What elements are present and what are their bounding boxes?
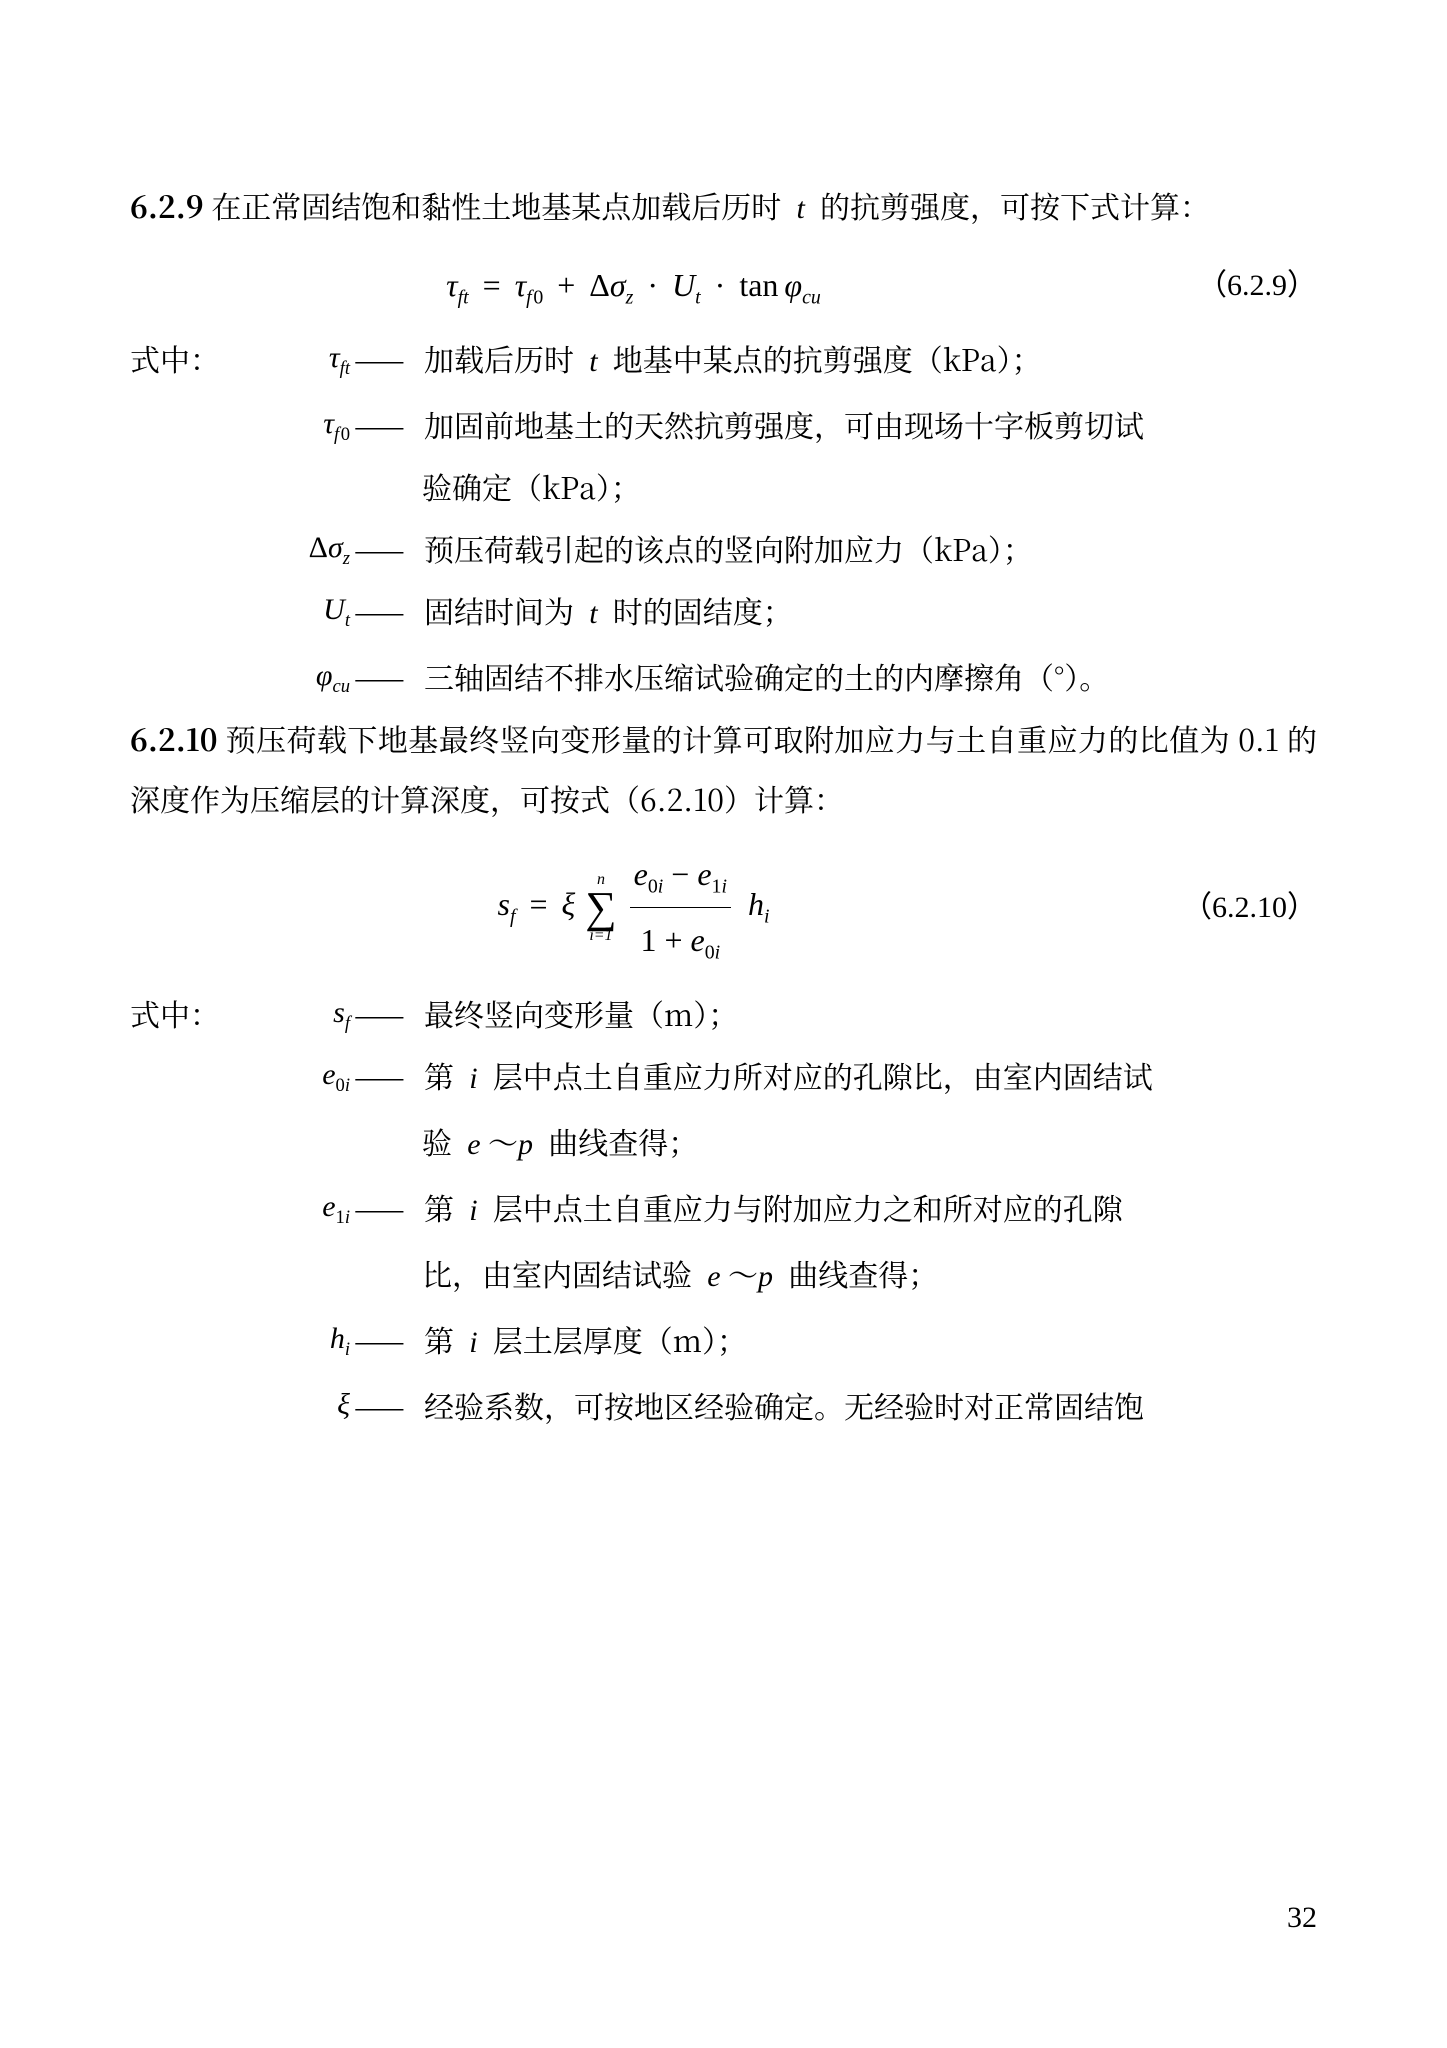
text: 预压荷载下地基最终竖向变形量的计算可取附加应力与土自重应力的比值为 0.1 的深…: [130, 716, 1317, 820]
def-e1i-cont: 比，由室内固结试验 e ～p 曲线查得；: [422, 1243, 1317, 1307]
where-block-629: 式中： τft —— 加载后历时 t 地基中某点的抗剪强度（kPa）； τf 0…: [130, 328, 1317, 706]
def-Ut: Ut —— 固结时间为 t 时的固结度；: [130, 580, 1317, 644]
dash: ——: [350, 518, 424, 578]
equation-6210-number: （6.2.10）: [1137, 878, 1317, 938]
para-6210-intro: 6.2.10 预压荷载下地基最终竖向变形量的计算可取附加应力与土自重应力的比值为…: [130, 708, 1317, 828]
def-delta-sigma-z: Δσz —— 预压荷载引起的该点的竖向附加应力（kPa）；: [130, 518, 1317, 578]
sym-delta-sigma-z: Δσz: [309, 518, 350, 578]
clause-num-629: 6.2.9: [130, 183, 204, 227]
def-phi-cu: φcu —— 三轴固结不排水压缩试验确定的土的内摩擦角（°）。: [130, 646, 1317, 706]
def-e1i: e1i —— 第 i 层中点土自重应力与附加应力之和所对应的孔隙: [130, 1177, 1317, 1241]
equation-629-body: τft = τf 0 + Δσz · Ut · tanφcu: [130, 253, 1137, 318]
dash: ——: [350, 1309, 424, 1369]
dash: ——: [350, 1045, 424, 1105]
equation-6210: sf = ξ n∑i=1 e0i − e1i 1 + e0i hi （6.2.1…: [130, 842, 1317, 973]
where-block-6210: 式中： sf —— 最终竖向变形量（m）； e0i —— 第 i 层中点土自重应…: [130, 983, 1317, 1435]
def-e0i: e0i —— 第 i 层中点土自重应力所对应的孔隙比，由室内固结试: [130, 1045, 1317, 1109]
sym-e1i: e1i: [322, 1177, 350, 1237]
def-hi: hi —— 第 i 层土层厚度（m）；: [130, 1309, 1317, 1373]
def-text: 第 i 层土层厚度（m）；: [424, 1309, 1317, 1373]
dash: ——: [350, 1177, 424, 1237]
def-text: 第 i 层中点土自重应力与附加应力之和所对应的孔隙: [424, 1177, 1317, 1241]
def-text: 三轴固结不排水压缩试验确定的土的内摩擦角（°）。: [424, 646, 1317, 706]
def-sf: 式中： sf —— 最终竖向变形量（m）；: [130, 983, 1317, 1043]
def-text: 最终竖向变形量（m）；: [424, 983, 1317, 1043]
clause-num-6210: 6.2.10: [130, 716, 218, 760]
def-text: 加载后历时 t 地基中某点的抗剪强度（kPa）；: [424, 328, 1317, 392]
equation-629: τft = τf 0 + Δσz · Ut · tanφcu （6.2.9）: [130, 253, 1317, 318]
dash: ——: [350, 1375, 424, 1435]
def-tau-f0-cont: 验确定（kPa）；: [422, 456, 1317, 516]
def-tau-f0: τf 0 —— 加固前地基土的天然抗剪强度，可由现场十字板剪切试: [130, 394, 1317, 454]
dash: ——: [350, 328, 424, 388]
sym-xi: ξ: [337, 1375, 350, 1435]
def-text: 加固前地基土的天然抗剪强度，可由现场十字板剪切试: [424, 394, 1317, 454]
where-label: 式中：: [130, 328, 220, 388]
sym-tau-ft: τft: [329, 328, 350, 388]
text: 在正常固结饱和黏性土地基某点加载后历时: [211, 183, 781, 227]
def-text: 经验系数，可按地区经验确定。无经验时对正常固结饱: [424, 1375, 1317, 1435]
def-xi: ξ —— 经验系数，可按地区经验确定。无经验时对正常固结饱: [130, 1375, 1317, 1435]
sym-tau-f0: τf 0: [323, 394, 350, 454]
equation-6210-body: sf = ξ n∑i=1 e0i − e1i 1 + e0i hi: [130, 842, 1137, 973]
page: 6.2.9 在正常固结饱和黏性土地基某点加载后历时 t 的抗剪强度，可按下式计算…: [0, 0, 1447, 2048]
var-t: t: [789, 192, 812, 225]
dash: ——: [350, 983, 424, 1043]
def-tau-ft: 式中： τft —— 加载后历时 t 地基中某点的抗剪强度（kPa）；: [130, 328, 1317, 392]
where-label: 式中：: [130, 983, 220, 1043]
sym-sf: sf: [333, 983, 350, 1043]
def-e0i-cont: 验 e ～p 曲线查得；: [422, 1111, 1317, 1175]
def-text: 固结时间为 t 时的固结度；: [424, 580, 1317, 644]
dash: ——: [350, 580, 424, 640]
equation-629-number: （6.2.9）: [1137, 256, 1317, 316]
dash: ——: [350, 646, 424, 706]
sym-phi-cu: φcu: [316, 646, 350, 706]
def-text: 第 i 层中点土自重应力所对应的孔隙比，由室内固结试: [424, 1045, 1317, 1109]
sym-hi: hi: [330, 1309, 350, 1369]
page-number: 32: [1287, 1888, 1317, 1948]
sym-Ut: Ut: [323, 580, 350, 640]
sym-e0i: e0i: [322, 1045, 350, 1105]
dash: ——: [350, 394, 424, 454]
def-text: 预压荷载引起的该点的竖向附加应力（kPa）；: [424, 518, 1317, 578]
text: 的抗剪强度，可按下式计算：: [820, 183, 1210, 227]
para-629-intro: 6.2.9 在正常固结饱和黏性土地基某点加载后历时 t 的抗剪强度，可按下式计算…: [130, 175, 1317, 239]
